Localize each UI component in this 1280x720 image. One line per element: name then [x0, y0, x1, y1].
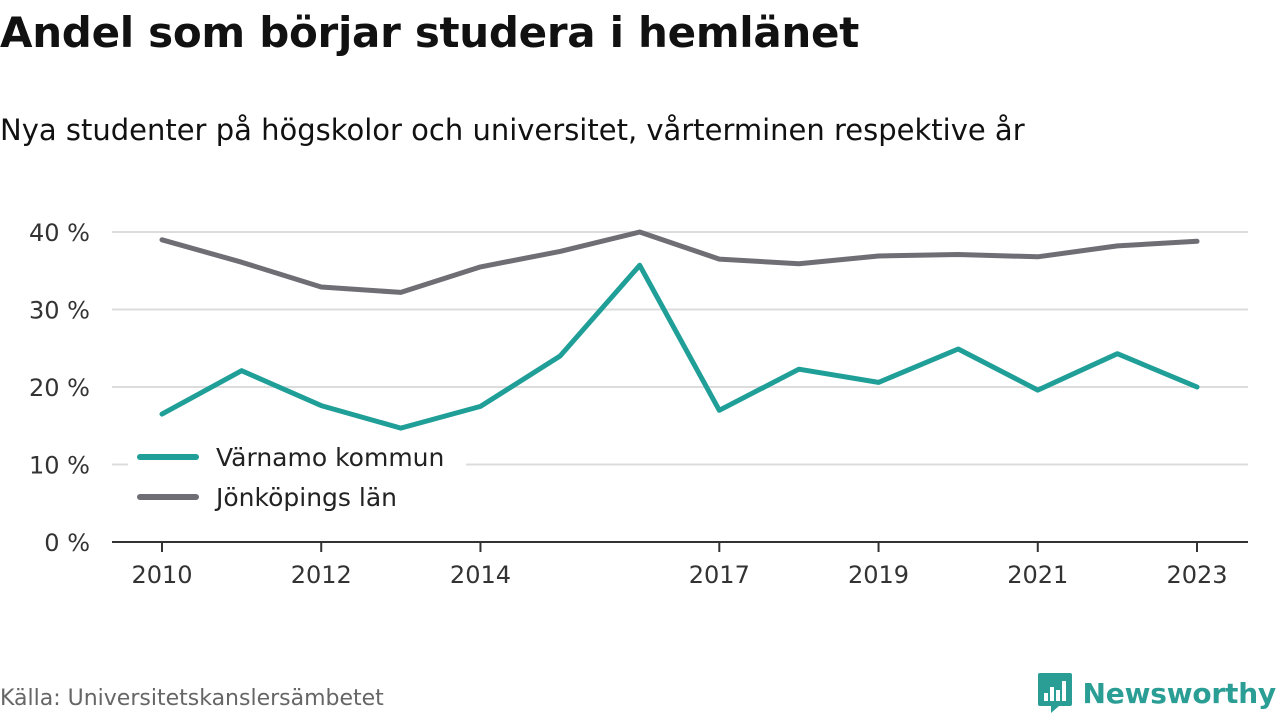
chart-subtitle: Nya studenter på högskolor och universit…: [0, 113, 1025, 147]
x-axis: [112, 541, 1248, 552]
legend: Värnamo kommun Jönköpings län: [128, 436, 466, 520]
newsworthy-logo-icon: [1037, 673, 1072, 713]
series-lines: [159, 229, 1200, 431]
y-tick-label: 20 %: [29, 374, 90, 402]
y-axis-tick-labels: 0 % 10 % 20 % 30 % 40 %: [29, 219, 90, 557]
y-tick-label: 10 %: [29, 452, 90, 480]
legend-label: Värnamo kommun: [216, 443, 444, 472]
x-axis-tick-labels: 2010 2012 2014 2017 2019 2021 2023: [131, 561, 1227, 589]
brand-logo: Newsworthy: [1037, 672, 1276, 714]
line-chart: 0 % 10 % 20 % 30 % 40 % 2010 2012 2014 2017 2019…: [29, 219, 1248, 589]
gridlines: [112, 231, 1248, 466]
y-tick-label: 40 %: [29, 219, 90, 247]
brand-name: Newsworthy: [1082, 676, 1277, 710]
legend-label: Jönköpings län: [214, 483, 397, 512]
legend-background: [128, 436, 466, 520]
y-tick-label: 30 %: [29, 297, 90, 325]
x-tick-label: 2017: [689, 561, 750, 589]
chart-title: Andel som börjar studera i hemlänet: [0, 8, 859, 57]
x-tick-label: 2012: [291, 561, 352, 589]
x-tick-label: 2019: [848, 561, 909, 589]
x-tick-label: 2021: [1007, 561, 1068, 589]
series-line: [159, 262, 1200, 431]
y-tick-label: 0 %: [44, 529, 90, 557]
source-note: Källa: Universitetskanslersämbetet: [0, 686, 384, 711]
x-tick-label: 2010: [131, 561, 192, 589]
x-tick-label: 2023: [1166, 561, 1227, 589]
x-tick-label: 2014: [450, 561, 511, 589]
series-line: [159, 229, 1200, 295]
